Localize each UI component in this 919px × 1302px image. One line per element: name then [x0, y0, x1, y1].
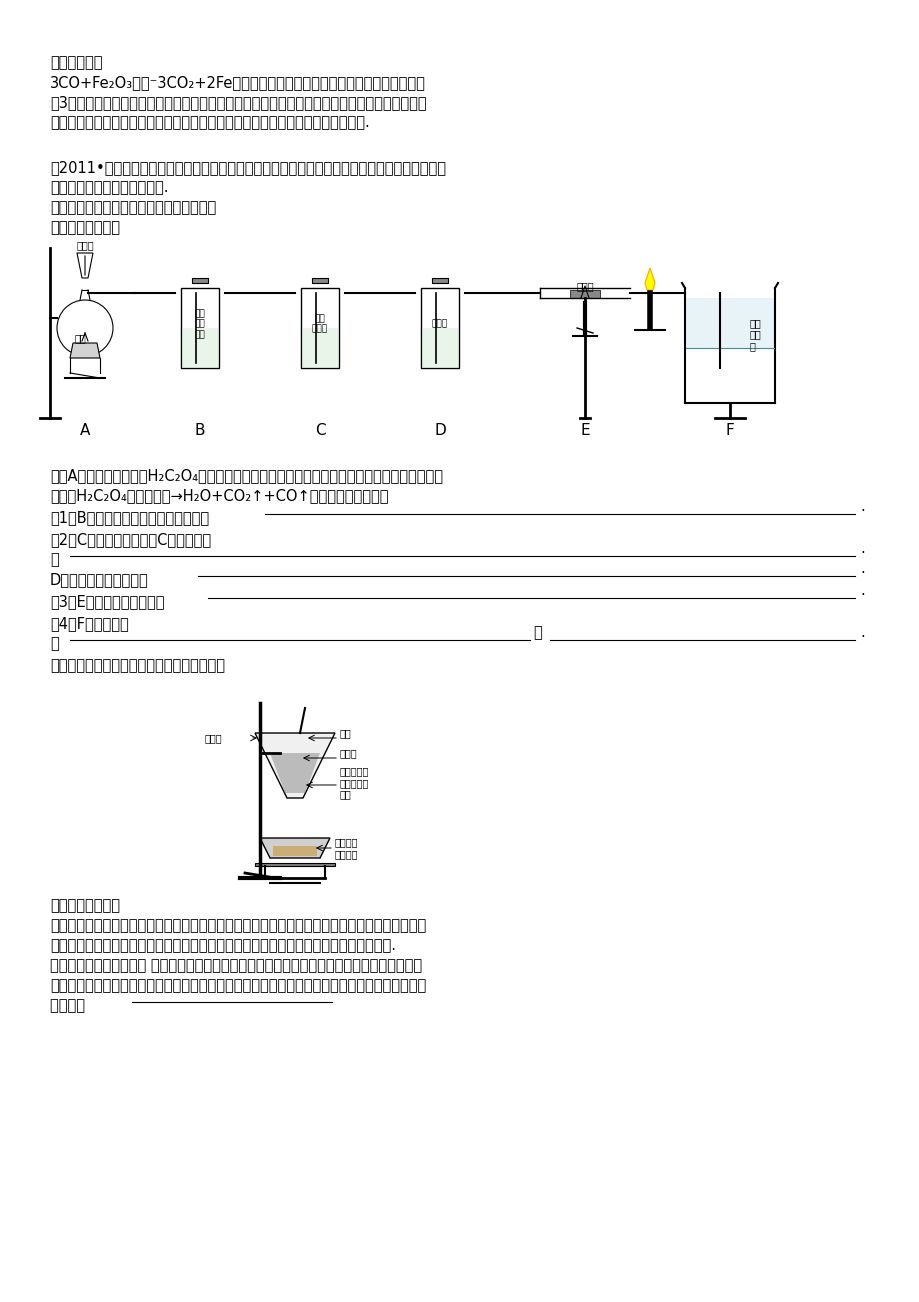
Text: 粉末在高温条件下的反应叫铝热反应，属于置换反应，该反应常用于焊接钢轨．请写出该反应的化: 粉末在高温条件下的反应叫铝热反应，属于置换反应，该反应常用于焊接钢轨．请写出该反… [50, 978, 425, 993]
Text: 指导下做了二个有关铁的实验.: 指导下做了二个有关铁的实验. [50, 180, 168, 195]
Text: （2）C装置无明显现象，C装置的作用: （2）C装置无明显现象，C装置的作用 [50, 533, 210, 547]
Bar [432, 279, 448, 283]
Text: .: . [859, 542, 864, 556]
Text: 草酸: 草酸 [74, 333, 85, 342]
Text: 浓硫酸: 浓硫酸 [431, 319, 448, 328]
Polygon shape [70, 342, 100, 358]
Text: （2011•无锡）钢铁是使用最多的金属材料．在今年的化学活动周中，某校兴趣小组的同学在老师: （2011•无锡）钢铁是使用最多的金属材料．在今年的化学活动周中，某校兴趣小组的… [50, 160, 446, 174]
Text: （3）E装置中的实验现象是: （3）E装置中的实验现象是 [50, 594, 165, 609]
Text: 图中纸漏斗由两张滤纸折叠成漏斗状套在一起，使四周都有四层，点燃镁条后观察到的现象：镁条: 图中纸漏斗由两张滤纸折叠成漏斗状套在一起，使四周都有四层，点燃镁条后观察到的现象… [50, 918, 425, 934]
Text: A: A [80, 423, 90, 437]
Text: 氯酸钾: 氯酸钾 [340, 749, 357, 758]
Text: .: . [859, 561, 864, 575]
Text: 氢氧
化钠
溶液: 氢氧 化钠 溶液 [195, 309, 205, 339]
Polygon shape [269, 753, 320, 793]
Text: （4）F装置的作用: （4）F装置的作用 [50, 616, 129, 631]
Bar [182, 328, 218, 368]
Text: 3CO+Fe₂O₃高温⁻3CO₂+2Fe，取反应的少量固体放入盐酸中看有无气泡生成；: 3CO+Fe₂O₃高温⁻3CO₂+2Fe，取反应的少量固体放入盐酸中看有无气泡生… [50, 76, 425, 90]
Bar [301, 328, 337, 368]
Text: 、: 、 [532, 625, 541, 641]
Text: 实验装置如下图：: 实验装置如下图： [50, 898, 119, 913]
Text: 学方程式: 学方程式 [50, 999, 196, 1013]
Text: 铝粉和氧化
铁的均匀混
合物: 铝粉和氧化 铁的均匀混 合物 [340, 767, 369, 799]
Text: 实验二：铝粉和氧化铁粉末反应（铝热反应）: 实验二：铝粉和氧化铁粉末反应（铝热反应） [50, 658, 225, 673]
Text: （3）在组装仪器时，为使玻璃管易于插入橡胶管，往往用水将玻璃管润湿，以起到润滑的作用，: （3）在组装仪器时，为使玻璃管易于插入橡胶管，往往用水将玻璃管润湿，以起到润滑的… [50, 95, 426, 109]
Bar [181, 288, 219, 368]
Text: 是: 是 [50, 635, 59, 651]
Text: .: . [859, 499, 864, 514]
Bar [570, 290, 599, 298]
Text: D: D [434, 423, 446, 437]
Text: .: . [859, 625, 864, 641]
Bar [273, 846, 317, 855]
Bar [422, 328, 458, 368]
Text: .: . [859, 583, 864, 598]
Text: 纸漏斗: 纸漏斗 [205, 733, 222, 743]
Text: 实验一：用干燥纯净的一氧化碳还原氧化铁: 实验一：用干燥纯净的一氧化碳还原氧化铁 [50, 201, 216, 215]
Text: E: E [580, 423, 589, 437]
Text: 澄清
石灰水: 澄清 石灰水 [312, 314, 328, 333]
Text: 实验装置如下图：: 实验装置如下图： [50, 220, 119, 234]
Text: 其中A是实验室用草酸（H₂C₂O₄）和浓硫酸加热制取一氧化碳的气体发生装置，反应的化学方程: 其中A是实验室用草酸（H₂C₂O₄）和浓硫酸加热制取一氧化碳的气体发生装置，反应… [50, 467, 443, 483]
Text: 所以本题答案为：先把试管口用水湿润，然后稍稍用力，即可把玻璃管插入胶皮管.: 所以本题答案为：先把试管口用水湿润，然后稍稍用力，即可把玻璃管插入胶皮管. [50, 115, 369, 130]
Polygon shape [255, 733, 335, 798]
Text: F: F [725, 423, 733, 437]
Bar [301, 288, 338, 368]
Text: B: B [195, 423, 205, 437]
Text: 澄清
石灰
水: 澄清 石灰 水 [749, 318, 761, 352]
Bar [255, 863, 335, 866]
Polygon shape [644, 268, 654, 290]
Text: 浓硫酸: 浓硫酸 [76, 240, 94, 250]
Bar [192, 279, 208, 283]
Bar [686, 298, 773, 348]
Text: 本题答案为：: 本题答案为： [50, 55, 102, 70]
Text: 盛有细沙
的蒸发皿: 盛有细沙 的蒸发皿 [335, 837, 358, 859]
Text: D装置中浓硫酸的作用是: D装置中浓硫酸的作用是 [50, 572, 149, 587]
Text: 是: 是 [50, 552, 59, 566]
Polygon shape [260, 838, 330, 858]
Text: 氧化铁: 氧化铁 [575, 281, 593, 292]
Bar [312, 279, 328, 283]
Text: 剧烈燃烧，发出耀眼的白光，放出大量的热，纸漏斗的下部被烧穿，有熔融物落入细沙中.: 剧烈燃烧，发出耀眼的白光，放出大量的热，纸漏斗的下部被烧穿，有熔融物落入细沙中. [50, 937, 395, 953]
Text: C: C [314, 423, 325, 437]
Text: 式是：H₂C₂O₄加热浓硫酸→H₂O+CO₂↑+CO↑．请回答下列问题：: 式是：H₂C₂O₄加热浓硫酸→H₂O+CO₂↑+CO↑．请回答下列问题： [50, 488, 388, 503]
Text: 实验后老师作了如下提示 实验中镁条和氯酸钾的作用是提供反应所需的高温条件，铝粉和氧化铁: 实验后老师作了如下提示 实验中镁条和氯酸钾的作用是提供反应所需的高温条件，铝粉和… [50, 958, 422, 973]
Text: 镁条: 镁条 [340, 728, 351, 738]
Bar [421, 288, 459, 368]
Text: （1）B装置中发生反应的化学方程式是: （1）B装置中发生反应的化学方程式是 [50, 510, 209, 525]
